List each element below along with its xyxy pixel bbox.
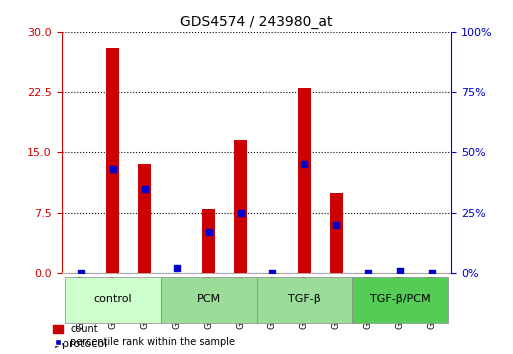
Bar xyxy=(298,88,311,273)
Bar xyxy=(202,209,215,273)
Bar xyxy=(106,48,119,273)
FancyBboxPatch shape xyxy=(65,276,161,323)
Bar xyxy=(234,140,247,273)
Text: PCM: PCM xyxy=(196,294,221,304)
Text: TGF-β/PCM: TGF-β/PCM xyxy=(370,294,430,304)
Point xyxy=(396,268,404,273)
Point xyxy=(172,265,181,271)
Point xyxy=(428,270,437,276)
Legend: count, percentile rank within the sample: count, percentile rank within the sample xyxy=(51,322,238,349)
FancyBboxPatch shape xyxy=(352,276,448,323)
Text: TGF-β: TGF-β xyxy=(288,294,321,304)
Title: GDS4574 / 243980_at: GDS4574 / 243980_at xyxy=(180,16,333,29)
FancyBboxPatch shape xyxy=(161,276,256,323)
Point xyxy=(205,229,213,235)
Point xyxy=(236,210,245,216)
FancyBboxPatch shape xyxy=(256,276,352,323)
Point xyxy=(141,186,149,192)
Text: control: control xyxy=(93,294,132,304)
Bar xyxy=(139,165,151,273)
Point xyxy=(109,166,117,172)
Point xyxy=(332,222,341,228)
Point xyxy=(268,270,277,276)
Text: protocol: protocol xyxy=(62,339,107,349)
Point xyxy=(300,162,308,167)
Point xyxy=(364,270,372,276)
Point xyxy=(76,270,85,276)
Bar xyxy=(330,193,343,273)
